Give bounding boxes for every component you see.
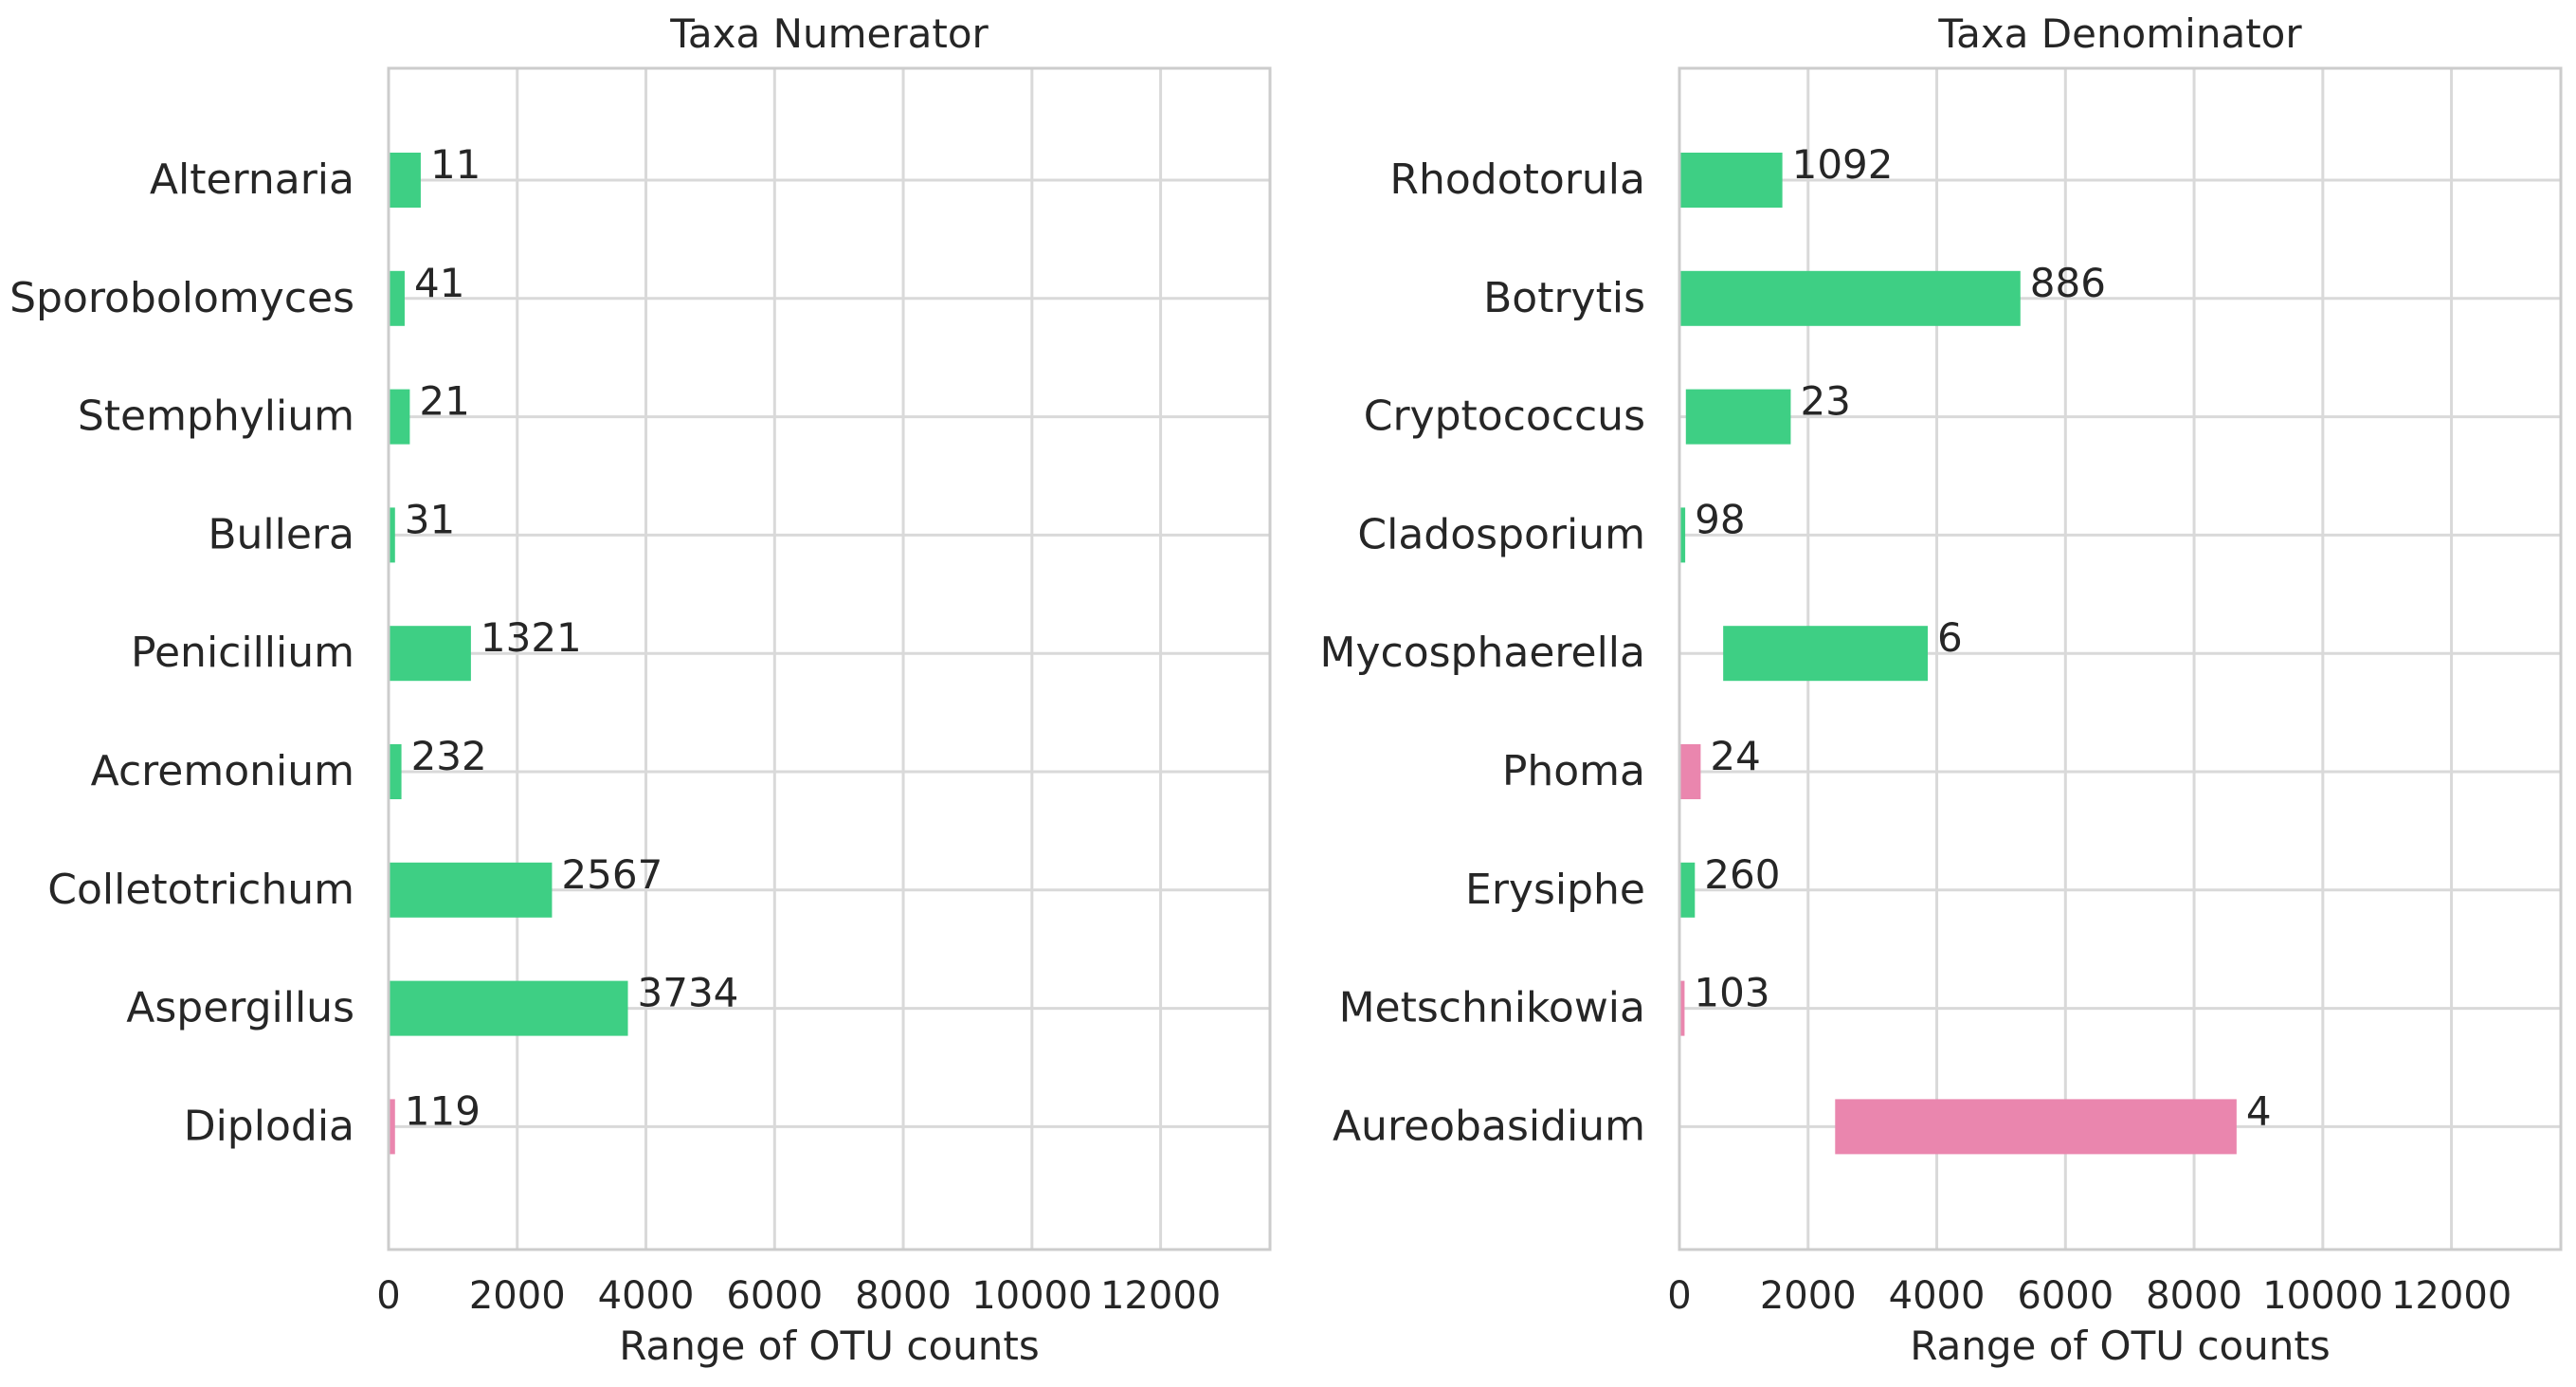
x-tick-label: 0 bbox=[1667, 1274, 1691, 1318]
bar bbox=[389, 389, 410, 445]
data-label: 119 bbox=[405, 1087, 481, 1134]
x-tick-label: 2000 bbox=[469, 1274, 566, 1318]
data-label: 98 bbox=[1695, 496, 1745, 542]
data-label: 11 bbox=[430, 141, 481, 188]
x-tick-labels: 0 2000 4000 6000 8000 10000 12000 bbox=[1667, 1274, 2512, 1318]
data-label: 2567 bbox=[561, 851, 662, 898]
category-label: Acremonium bbox=[91, 747, 354, 795]
x-tick-label: 10000 bbox=[2262, 1274, 2383, 1318]
data-label: 103 bbox=[1694, 970, 1769, 1016]
plot-frame bbox=[1678, 66, 2563, 1251]
x-tick-labels: 0 2000 4000 6000 8000 10000 12000 bbox=[376, 1274, 1221, 1318]
chart-title: Taxa Denominator bbox=[1937, 10, 2302, 57]
chart-panel-numerator: Taxa Numerator 1141213113212322567373411… bbox=[9, 10, 1272, 1369]
bar bbox=[389, 980, 628, 1036]
x-tick-label: 4000 bbox=[1889, 1274, 1986, 1318]
bar-layer: 1092 886 23 98 6 24 260 103 4 bbox=[1679, 141, 2272, 1155]
category-label: Cladosporium bbox=[1357, 510, 1645, 558]
bar bbox=[389, 862, 553, 918]
bar bbox=[1679, 507, 1686, 563]
bar bbox=[1679, 862, 1696, 918]
category-label: Sporobolomyces bbox=[9, 274, 354, 322]
category-label: Penicillium bbox=[131, 629, 354, 677]
category-label: Colletotrichum bbox=[47, 866, 354, 914]
bar bbox=[1723, 626, 1929, 682]
data-label: 23 bbox=[1800, 378, 1850, 425]
bar bbox=[1679, 980, 1685, 1036]
data-label: 21 bbox=[419, 378, 469, 425]
bar bbox=[389, 153, 421, 208]
data-label: 1321 bbox=[481, 614, 582, 661]
data-label: 31 bbox=[405, 496, 455, 542]
x-tick-label: 8000 bbox=[855, 1274, 952, 1318]
category-label: Bullera bbox=[208, 510, 354, 558]
x-tick-label: 10000 bbox=[971, 1274, 1092, 1318]
data-label: 6 bbox=[1937, 614, 1963, 661]
data-label: 260 bbox=[1704, 851, 1780, 898]
x-axis-label: Range of OTU counts bbox=[619, 1323, 1039, 1369]
category-label: Stemphylium bbox=[78, 392, 354, 441]
data-label: 886 bbox=[2030, 260, 2106, 306]
data-label: 1092 bbox=[1792, 141, 1894, 188]
grid-layer bbox=[387, 68, 1270, 1250]
bar bbox=[1685, 389, 1791, 445]
bar bbox=[389, 507, 395, 563]
bar bbox=[389, 270, 405, 326]
x-tick-label: 6000 bbox=[726, 1274, 823, 1318]
category-label: Erysiphe bbox=[1465, 866, 1645, 914]
bar bbox=[389, 626, 471, 682]
category-label: Metschnikowia bbox=[1339, 984, 1645, 1032]
category-label: Botrytis bbox=[1483, 274, 1645, 322]
x-tick-label: 0 bbox=[376, 1274, 400, 1318]
category-label: Aureobasidium bbox=[1333, 1102, 1645, 1150]
x-tick-label: 8000 bbox=[2146, 1274, 2242, 1318]
x-tick-label: 12000 bbox=[2391, 1274, 2512, 1318]
chart-panel-denominator: Taxa Denominator 1092 886 23 98 6 24 260 103 4 R… bbox=[1320, 10, 2563, 1369]
plot-frame bbox=[387, 66, 1272, 1251]
category-label: Cryptococcus bbox=[1364, 392, 1645, 441]
bar bbox=[389, 1099, 395, 1155]
bar bbox=[1679, 744, 1701, 799]
data-label: 4 bbox=[2246, 1087, 2272, 1134]
bar bbox=[1679, 270, 2021, 326]
category-labels: Alternaria Sporobolomyces Stemphylium Bulle… bbox=[9, 155, 354, 1150]
bar-layer: 11 41 21 31 1321 232 2567 3734 119 bbox=[389, 141, 739, 1155]
x-tick-label: 6000 bbox=[2017, 1274, 2113, 1318]
x-tick-label: 12000 bbox=[1100, 1274, 1221, 1318]
data-label: 3734 bbox=[638, 970, 739, 1016]
bar bbox=[389, 744, 402, 799]
category-labels: Rhodotorula Botrytis Cryptococcus Cladospor… bbox=[1320, 155, 1646, 1150]
x-tick-label: 2000 bbox=[1760, 1274, 1857, 1318]
chart-title: Taxa Numerator bbox=[669, 10, 989, 57]
category-label: Phoma bbox=[1502, 747, 1645, 795]
data-label: 41 bbox=[414, 260, 464, 306]
bar bbox=[1679, 153, 1783, 208]
x-tick-label: 4000 bbox=[598, 1274, 695, 1318]
category-label: Aspergillus bbox=[126, 984, 354, 1032]
data-label: 232 bbox=[411, 733, 487, 779]
category-label: Diplodia bbox=[184, 1102, 354, 1150]
x-axis-label: Range of OTU counts bbox=[1910, 1323, 2330, 1369]
category-label: Alternaria bbox=[150, 155, 354, 204]
data-label: 24 bbox=[1710, 733, 1760, 779]
category-label: Mycosphaerella bbox=[1320, 629, 1646, 677]
bar bbox=[1835, 1099, 2237, 1155]
category-label: Rhodotorula bbox=[1389, 155, 1645, 204]
